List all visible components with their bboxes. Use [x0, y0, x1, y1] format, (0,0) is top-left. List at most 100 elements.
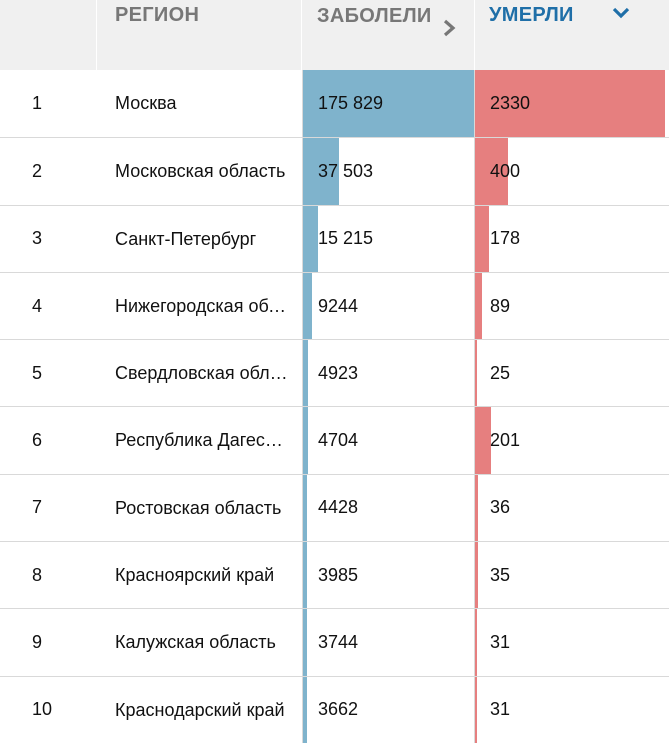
- row-deaths-cell: 35: [475, 542, 665, 609]
- row-cases-value: 175 829: [318, 93, 384, 114]
- row-cases-cell: 3662: [302, 676, 475, 743]
- row-rank: 9: [32, 632, 43, 653]
- cases-bar: [303, 474, 307, 542]
- header-cases-label: ЗАБОЛЕЛИ: [317, 5, 432, 27]
- row-deaths-value: 25: [490, 362, 511, 383]
- row-cases-cell: 4923: [302, 340, 475, 407]
- row-cases-value: 9244: [318, 295, 359, 316]
- row-deaths-cell: 400: [475, 138, 665, 205]
- row-rank: 2: [32, 160, 43, 181]
- table-body: 1 Москва 175 829 2330 2 Московская область 37 …: [0, 70, 669, 743]
- table-row: 10 Краснодарский край 3662 31: [0, 675, 669, 743]
- cases-bar: [303, 70, 474, 138]
- row-rank: 4: [32, 295, 43, 316]
- row-cases-cell: 3985: [302, 542, 475, 609]
- header-rank: [0, 0, 97, 70]
- cases-bar: [303, 676, 307, 743]
- deaths-bar: [475, 407, 491, 474]
- row-deaths-value: 31: [490, 632, 511, 653]
- row-cases-value: 3662: [318, 699, 359, 720]
- row-deaths-value: 36: [490, 497, 511, 518]
- row-region: Санкт-Петербург: [115, 228, 257, 249]
- row-region: Калужская область: [115, 632, 276, 653]
- row-deaths-cell: 178: [475, 205, 665, 272]
- table-header: РЕГИОН ЗАБОЛЕЛИ УМЕРЛИ: [0, 0, 669, 70]
- header-deaths-sort[interactable]: УМЕРЛИ: [475, 0, 669, 70]
- table-row: 3 Санкт-Петербург 15 215 178: [0, 204, 669, 272]
- table-row: 4 Нижегородская область 9244 89: [0, 271, 669, 340]
- row-region: Ростовская область: [115, 497, 282, 518]
- deaths-bar: [475, 70, 665, 138]
- table-row: 6 Республика Дагестан 4704 201: [0, 406, 669, 474]
- cases-bar: [303, 340, 308, 407]
- row-cases-cell: 37 503: [302, 138, 475, 205]
- row-deaths-value: 201: [490, 430, 521, 451]
- row-cases-value: 3744: [318, 632, 359, 653]
- row-region: Московская область: [115, 161, 286, 182]
- row-deaths-cell: 31: [475, 676, 665, 743]
- row-region: Свердловская область: [115, 363, 290, 384]
- chevron-down-icon: [612, 7, 630, 19]
- deaths-bar: [475, 205, 489, 272]
- row-cases-cell: 4428: [302, 474, 475, 542]
- row-region: Красноярский край: [115, 565, 275, 586]
- chevron-right-icon: [443, 19, 456, 37]
- row-cases-cell: 175 829: [302, 70, 475, 138]
- deaths-bar: [475, 609, 477, 676]
- row-deaths-cell: 2330: [475, 70, 665, 138]
- row-rank: 10: [32, 699, 53, 720]
- row-cases-cell: 3744: [302, 609, 475, 676]
- row-cases-value: 15 215: [318, 228, 374, 249]
- deaths-bar: [475, 474, 478, 542]
- row-region: Краснодарский край: [115, 699, 285, 720]
- row-deaths-cell: 89: [475, 272, 665, 340]
- row-cases-cell: 9244: [302, 272, 475, 340]
- cases-bar: [303, 542, 307, 609]
- row-cases-value: 3985: [318, 564, 359, 585]
- row-deaths-value: 2330: [490, 93, 531, 114]
- row-region: Республика Дагестан: [115, 430, 290, 451]
- row-rank: 3: [32, 228, 43, 249]
- deaths-bar: [475, 340, 477, 407]
- cases-bar: [303, 138, 339, 205]
- cases-bar: [303, 205, 318, 272]
- row-cases-value: 4428: [318, 497, 359, 518]
- row-cases-value: 4704: [318, 430, 359, 451]
- deaths-bar: [475, 676, 477, 743]
- row-region: Москва: [115, 93, 177, 113]
- row-rank: 7: [32, 497, 43, 518]
- row-cases-value: 4923: [318, 362, 359, 383]
- table-row: 7 Ростовская область 4428 36: [0, 473, 669, 542]
- row-cases-value: 37 503: [318, 160, 374, 181]
- row-region: Нижегородская область: [115, 295, 290, 316]
- row-deaths-cell: 25: [475, 340, 665, 407]
- row-cases-cell: 4704: [302, 407, 475, 474]
- row-deaths-value: 400: [490, 160, 521, 181]
- row-deaths-value: 89: [490, 295, 511, 316]
- header-region[interactable]: РЕГИОН: [97, 0, 302, 70]
- row-deaths-cell: 36: [475, 474, 665, 542]
- row-deaths-value: 31: [490, 699, 511, 720]
- row-rank: 5: [32, 362, 43, 383]
- cases-bar: [303, 609, 307, 676]
- row-deaths-cell: 31: [475, 609, 665, 676]
- header-cases-sort[interactable]: ЗАБОЛЕЛИ: [302, 0, 475, 70]
- deaths-bar: [475, 272, 482, 340]
- row-deaths-value: 35: [490, 564, 511, 585]
- table-row: 8 Красноярский край 3985 35: [0, 541, 669, 609]
- cases-bar: [303, 407, 308, 474]
- header-deaths-label: УМЕРЛИ: [489, 4, 574, 26]
- table-row: 9 Калужская область 3744 31: [0, 608, 669, 676]
- table-row: 1 Москва 175 829 2330: [0, 70, 669, 138]
- row-deaths-cell: 201: [475, 407, 665, 474]
- header-region-label: РЕГИОН: [115, 4, 200, 26]
- row-deaths-value: 178: [490, 228, 521, 249]
- row-rank: 8: [32, 564, 43, 585]
- table-row: 2 Московская область 37 503 400: [0, 137, 669, 205]
- cases-bar: [303, 272, 312, 340]
- deaths-bar: [475, 138, 508, 205]
- deaths-bar: [475, 542, 478, 609]
- row-cases-cell: 15 215: [302, 205, 475, 272]
- row-rank: 1: [32, 93, 43, 114]
